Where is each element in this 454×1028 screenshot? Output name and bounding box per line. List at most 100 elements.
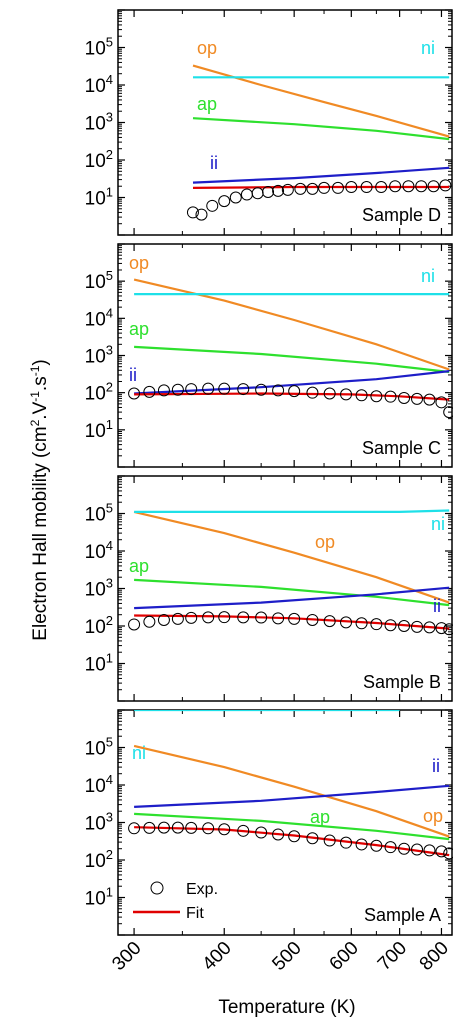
y-tick-label: 104: [85, 538, 113, 563]
exp-data-point: [128, 387, 141, 400]
series-annotation-ii: ii: [210, 153, 218, 173]
exp-data-point: [202, 611, 215, 624]
y-tick-label: 105: [85, 35, 113, 60]
exp-data-point: [218, 382, 231, 395]
series-line-fit: [134, 614, 450, 630]
exp-data-point: [323, 387, 336, 400]
exp-data-point: [288, 830, 301, 843]
exp-data-point: [306, 182, 319, 195]
exp-data-point: [288, 385, 301, 398]
series-annotation-ap: ap: [129, 319, 149, 339]
legend: Exp. Fit: [133, 881, 218, 922]
exp-data-point: [370, 618, 383, 631]
exp-data-point: [306, 613, 319, 626]
series-annotation-ap: ap: [129, 556, 149, 576]
exp-data-point: [251, 187, 264, 200]
series-line-ap: [134, 812, 450, 841]
series-annotation-op: op: [315, 532, 335, 552]
exp-data-point: [402, 180, 415, 193]
exp-data-point: [411, 843, 424, 856]
series-line-ii: [192, 166, 450, 184]
y-tick-label: 102: [85, 847, 113, 872]
legend-exp-label: Exp.: [186, 881, 218, 898]
panel-label: Sample A: [364, 905, 441, 925]
exp-data-point: [272, 828, 285, 841]
exp-data-point: [240, 188, 253, 201]
series-line-ii: [134, 370, 450, 395]
exp-data-point: [143, 821, 156, 834]
exp-data-point: [415, 180, 428, 193]
x-tick-label: 800: [416, 938, 453, 975]
y-tick-label: 102: [85, 380, 113, 405]
exp-data-point: [443, 847, 453, 860]
exp-data-point: [229, 191, 242, 204]
panel-sample-c: 101 102 103 104 105 op ni ap ii Sample C: [85, 243, 453, 468]
series-annotation-ii: ii: [433, 596, 441, 616]
exp-data-point: [323, 615, 336, 628]
y-tick-label: 104: [85, 772, 113, 797]
legend-exp-marker: [150, 881, 164, 895]
exp-data-point: [435, 396, 448, 409]
series-line-fit: [134, 826, 450, 857]
exp-data-point: [331, 181, 344, 194]
panel-label: Sample B: [363, 672, 441, 692]
panel-sample-d: 101 102 103 104 105 op ni ap ii Sample D: [85, 9, 453, 236]
exp-data-point: [272, 184, 285, 197]
series-line-op: [192, 64, 450, 138]
exp-data-point: [202, 822, 215, 835]
series-annotation-ni: ni: [421, 266, 435, 286]
series-line-ni: [134, 509, 450, 513]
series-line-ap: [134, 578, 450, 607]
exp-data-point: [398, 842, 411, 855]
x-tick-label: 300: [108, 938, 145, 975]
exp-data-point: [128, 822, 141, 835]
y-tick-label: 105: [85, 735, 113, 760]
exp-data-point: [375, 181, 388, 194]
y-tick-label: 104: [85, 305, 113, 330]
exp-data-point: [306, 832, 319, 845]
exp-data-point: [345, 181, 358, 194]
exp-data-point: [389, 180, 402, 193]
exp-data-point: [171, 383, 184, 396]
series-annotation-ni: ni: [431, 514, 445, 534]
exp-data-point: [157, 613, 170, 626]
y-tick-label: 105: [85, 268, 113, 293]
exp-data-point: [195, 208, 208, 221]
exp-data-point: [443, 406, 453, 419]
series-annotation-ni: ni: [421, 38, 435, 58]
y-tick-label: 101: [85, 185, 113, 210]
exp-data-point: [370, 839, 383, 852]
panel-sample-b: 101 102 103 104 105 op ni ap ii Sample B: [85, 475, 453, 702]
exp-data-point: [306, 386, 319, 399]
exp-data-point: [218, 611, 231, 624]
y-tick-label: 101: [85, 417, 113, 442]
exp-data-point: [237, 383, 250, 396]
y-tick-label: 105: [85, 501, 113, 526]
y-tick-label: 104: [85, 72, 113, 97]
y-tick-label: 102: [85, 147, 113, 172]
exp-data-point: [171, 612, 184, 625]
exp-data-point: [185, 383, 198, 396]
series-line-op: [133, 510, 450, 604]
exp-data-point: [340, 836, 353, 849]
y-axis-label: Electron Hall mobility (cm2.V-1.s-1): [28, 359, 51, 640]
panel-label: Sample D: [362, 205, 441, 225]
exp-data-point: [272, 384, 285, 397]
exp-data-point: [237, 611, 250, 624]
exp-data-point: [340, 388, 353, 401]
exp-data-point: [443, 623, 453, 636]
exp-data-point: [398, 391, 411, 404]
series-annotation-ni: ni: [132, 743, 146, 763]
exp-data-point: [281, 183, 294, 196]
legend-fit-label: Fit: [186, 905, 204, 922]
x-tick-label: 500: [268, 938, 305, 975]
exp-data-point: [423, 621, 436, 634]
exp-data-point: [355, 389, 368, 402]
exp-data-point: [206, 199, 219, 212]
exp-data-point: [262, 186, 275, 199]
exp-data-point: [318, 181, 331, 194]
exp-data-point: [323, 834, 336, 847]
exp-data-point: [157, 384, 170, 397]
series-annotation-op: op: [423, 806, 443, 826]
